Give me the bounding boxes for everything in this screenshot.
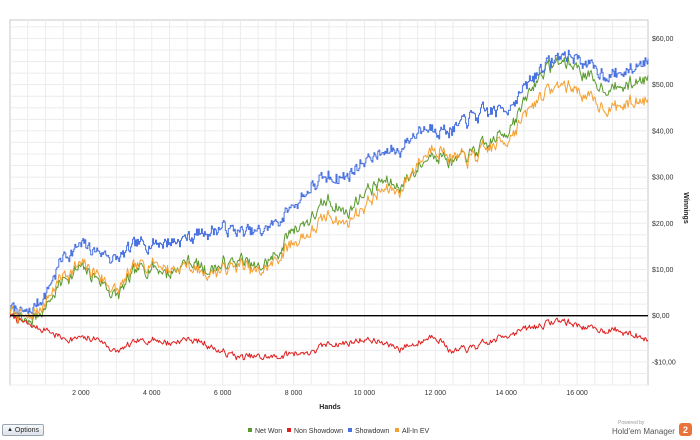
legend-label-net-won[interactable]: Net Won [255,428,282,435]
y-tick-label: $20,00 [652,221,674,228]
legend-label-non-showdown[interactable]: Non Showdown [294,428,343,435]
legend-label-all-in-ev[interactable]: All-In EV [402,428,430,435]
legend-swatch-non-showdown [287,428,291,432]
x-tick-label: 8 000 [285,390,303,397]
y-axis-title: Winnings [682,192,689,224]
x-tick-label: 6 000 [214,390,232,397]
legend-swatch-showdown [348,428,352,432]
y-tick-label: -$10,00 [652,359,676,366]
x-tick-label: 4 000 [143,390,161,397]
y-tick-label: $40,00 [652,128,674,135]
legend-swatch-all-in-ev [395,428,399,432]
series-line-net-won [9,55,649,327]
y-tick-label: $30,00 [652,175,674,182]
series-line-all-in-ev [9,79,649,324]
y-tick-label: $0,00 [652,313,670,320]
y-tick-label: $50,00 [652,82,674,89]
triangle-up-icon: ▲ [6,427,13,433]
x-axis-title: Hands [319,404,341,411]
x-tick-label: 2 000 [72,390,90,397]
x-tick-label: 14 000 [496,390,518,397]
axes: -$10,00 $0,00 $10,00 $20,00 $30,00 $40,00 $50,… [10,36,676,397]
brand-name: Hold'em Manager [612,427,675,436]
options-button[interactable]: ▲ Options [2,424,44,436]
series-line-showdown [10,49,649,319]
legend-swatch-net-won [248,428,252,432]
series-lines [9,49,649,361]
brand-powered-by: Powered by [618,420,645,426]
legend-label-showdown[interactable]: Showdown [355,428,389,435]
x-tick-label: 10 000 [354,390,376,397]
options-label: Options [14,426,40,434]
y-tick-label: $10,00 [652,267,674,274]
brand: Powered by Hold'em Manager 2 [612,420,696,438]
legend: Net Won Non Showdown Showdown All-In EV [248,428,430,435]
grid [9,19,649,386]
brand-logo-icon: 2 [679,423,692,436]
y-tick-label: $60,00 [652,36,674,43]
series-line-non-showdown [9,313,649,361]
x-tick-label: 16 000 [566,390,588,397]
x-tick-label: 12 000 [425,390,447,397]
